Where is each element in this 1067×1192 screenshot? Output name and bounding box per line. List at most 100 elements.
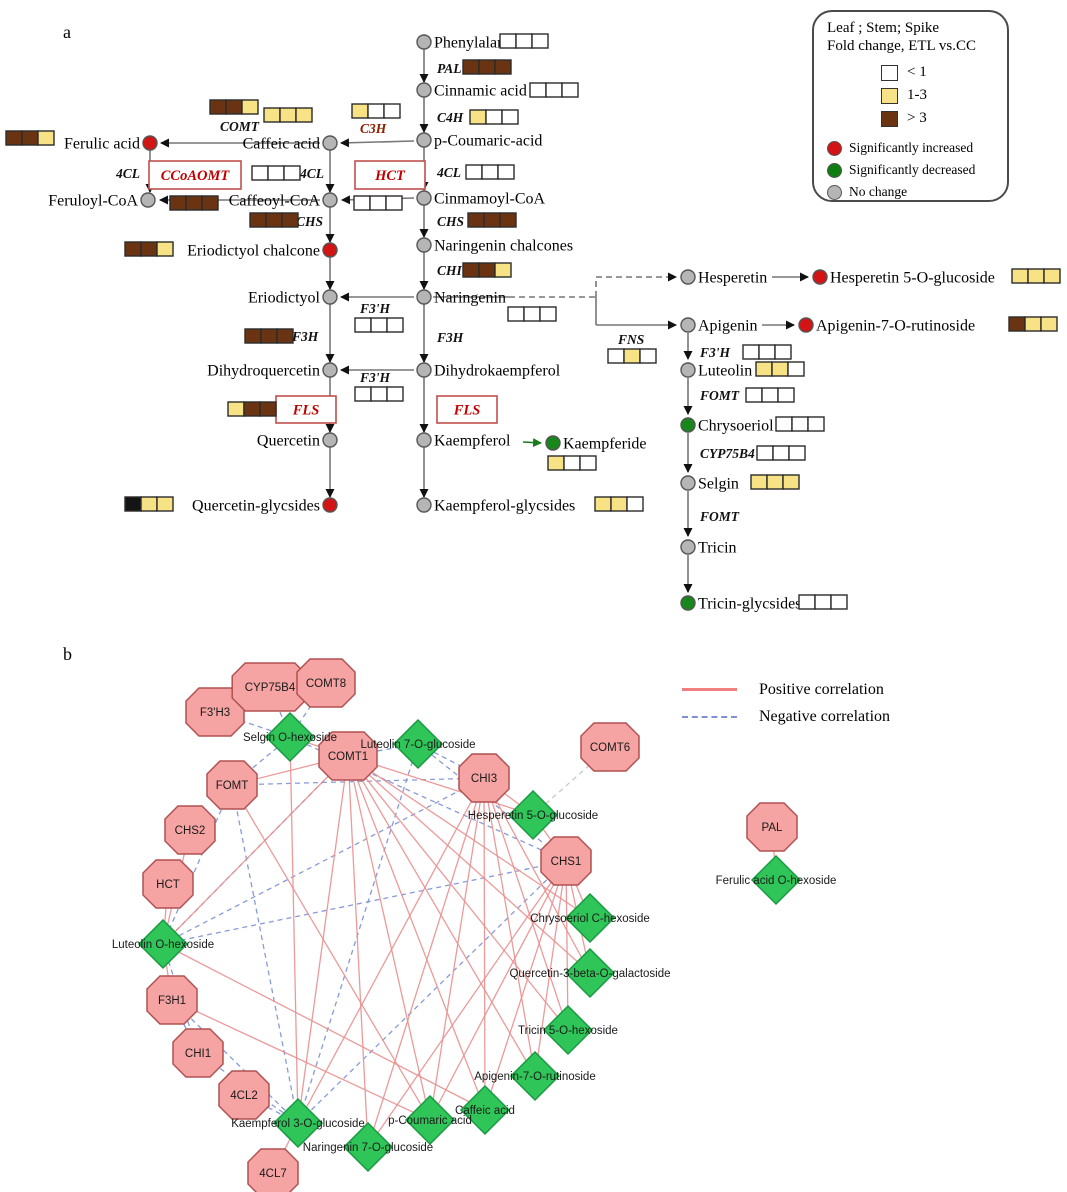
network-edge-chi3-querc3g: [483, 777, 591, 974]
network-edge-fomt-lut-hex: [162, 784, 233, 945]
network-edge-comt1-api7r: [347, 755, 536, 1077]
metabolite-label-kaempferol-glycsides: Kaempferol-glycsides: [434, 498, 575, 515]
metabolite-chrysoeriol-foldbox: [807, 416, 825, 432]
network-node-chi1: [172, 1028, 224, 1078]
metabolite-label-hesperetin-5-o-glucoside: Hesperetin 5-O-glucoside: [830, 270, 995, 287]
network-node-f3h1: [146, 975, 198, 1025]
legend-bin-row: < 1: [881, 61, 1007, 84]
network-node-label-f3h1: F3H1: [158, 995, 186, 1007]
metabolite-cinnamic-acid-foldbox: [561, 82, 579, 98]
enzyme-CHS-foldbox: [265, 212, 283, 228]
enzyme-C4H-foldbox: [485, 109, 503, 125]
enzyme-label-fomt-18: FOMT: [699, 509, 740, 524]
enzyme-CHI-foldbox: [494, 262, 512, 278]
legend-fold-bins: < 1 1-3 > 3: [881, 61, 1007, 130]
metabolite-caffeic-acid-foldbox: [279, 107, 297, 123]
pathway-arrow: [340, 138, 415, 148]
metabolite-phenylalanine-foldbox: [515, 33, 533, 49]
enzyme-CHS-foldbox: [281, 212, 299, 228]
metabolite-dot-cinnamoyl-coa: [416, 190, 432, 206]
metabolite-dot-phenylalanine: [416, 34, 432, 50]
network-edge-chi3-caffeic: [483, 777, 486, 1111]
metabolite-hesperetin-5-o-glucoside-foldbox: [1027, 268, 1045, 284]
correlation-legend-label: Negative correlation: [759, 707, 891, 725]
legend-bin-swatch: [881, 64, 898, 81]
metabolite-luteolin-foldbox: [787, 361, 805, 377]
legend-tissues-line: Leaf ; Stem; Spike: [827, 20, 940, 36]
metabolite-label-apigenin-7-o-rutinoside: Apigenin-7-O-rutinoside: [816, 318, 975, 335]
metabolite-kaempferol-glycsides-foldbox: [626, 496, 644, 512]
enzyme-CYP75B4-foldbox: [788, 445, 806, 461]
legend-bin-label: 1-3: [907, 87, 927, 104]
metabolite-kaempferol-glycsides-foldbox: [594, 496, 612, 512]
metabolite-eriodictyol-chalcone-foldbox: [124, 241, 142, 257]
metabolite-ferulic-acid-foldbox: [37, 130, 55, 146]
metabolite-tricin-glycsides-foldbox: [830, 594, 848, 610]
metabolite-label-tricin-glycsides: Tricin-glycsides: [698, 596, 801, 613]
metabolite-dot-dihydroquercetin: [322, 362, 338, 378]
enzyme-box-ccoaomt-1: [148, 160, 242, 190]
metabolite-dot-caffeoyl-coa: [322, 192, 338, 208]
enzyme-C4H-foldbox: [501, 109, 519, 125]
enzyme-box-label-fls-3: FLS: [292, 403, 320, 419]
enzyme-F3'H-foldbox: [354, 386, 372, 402]
enzyme-CHS-foldbox: [467, 212, 485, 228]
network-node-label-cl7: 4CL7: [259, 1168, 287, 1180]
network-node-chs1: [540, 836, 592, 886]
metabolite-label-kaempferol: Kaempferol: [434, 433, 511, 450]
metabolite-label-eriodictyol-chalcone: Eriodictyol chalcone: [187, 243, 320, 260]
network-node-label-chrysc: Chrysoeriol C-hexoside: [530, 913, 650, 925]
network-node-label-comt6: COMT6: [590, 742, 630, 754]
network-node-chs2: [164, 805, 216, 855]
network-edge-chi3-api7r: [483, 777, 536, 1077]
enzyme-FLS-foldbox: [227, 401, 245, 417]
metabolite-caffeic-acid-foldbox: [295, 107, 313, 123]
enzyme-4CL-foldbox: [465, 164, 483, 180]
metabolite-label-quercetin: Quercetin: [257, 433, 320, 450]
network-node-label-chs2: CHS2: [175, 825, 206, 837]
metabolite-label-naringenin-chalcones: Naringenin chalcones: [434, 238, 573, 255]
enzyme-F3'H-foldbox: [758, 344, 776, 360]
metabolite-chrysoeriol-foldbox: [791, 416, 809, 432]
enzyme-label-chs-4: CHS: [437, 214, 464, 229]
metabolite-label-caffeic-acid: Caffeic acid: [243, 136, 320, 153]
network-node-comt8: [296, 658, 356, 708]
enzyme-label-chs-11: CHS: [296, 214, 323, 229]
metabolite-dot-tricin-glycsides: [680, 595, 696, 611]
enzyme-label-c4h-1: C4H: [437, 110, 464, 125]
enzyme-label-4cl-13: 4CL: [115, 166, 140, 181]
enzyme-FOMT-foldbox: [761, 387, 779, 403]
metabolite-kaempferide-foldbox: [563, 455, 581, 471]
metabolite-dot-tricin: [680, 539, 696, 555]
network-edge-comt1-querc3g: [347, 755, 591, 974]
metabolite-label-naringenin: Naringenin: [434, 290, 506, 307]
network-node-comt1: [318, 731, 378, 781]
network-node-label-hct: HCT: [156, 879, 180, 891]
network-node-label-api7r: Apigenin-7-O-rutinoside: [474, 1071, 595, 1083]
metabolite-dot-hesperetin-5-o-glucoside: [812, 269, 828, 285]
enzyme-FLS-foldbox: [243, 401, 261, 417]
network-edge-comt1-tricin5: [347, 755, 569, 1031]
enzyme-label-cyp75b4-17: CYP75B4: [700, 446, 755, 461]
network-edge-lut-hex-caffeic: [162, 943, 486, 1111]
network-node-chrysc: [564, 892, 616, 944]
network-node-pal: [746, 802, 798, 852]
metabolite-ferulic-acid-foldbox: [21, 130, 39, 146]
metabolite-kaempferide-foldbox: [547, 455, 565, 471]
enzyme-label-c3h-2: C3H: [360, 121, 387, 136]
metabolite-dot-selgin: [680, 475, 696, 491]
metabolite-apigenin-7-o-rutinoside-foldbox: [1008, 316, 1026, 332]
metabolite-dot-caffeic-acid: [322, 135, 338, 151]
legend-significance-dots: Significantly increased Significantly dec…: [827, 137, 1007, 203]
metabolite-label-kaempferide: Kaempferide: [563, 436, 647, 453]
metabolite-dot-kaempferide: [545, 435, 561, 451]
network-edge-chs1-api7r: [534, 860, 567, 1077]
enzyme-CHS-foldbox: [483, 212, 501, 228]
legend-dot-label: Significantly decreased: [849, 162, 976, 178]
correlation-legend: Positive correlation Negative correlation: [682, 676, 890, 730]
legend-bin-label: > 3: [907, 110, 927, 127]
metabolite-dot-naringenin: [416, 289, 432, 305]
network-node-label-comt1: COMT1: [328, 751, 368, 763]
enzyme-F3H-foldbox: [276, 328, 294, 344]
